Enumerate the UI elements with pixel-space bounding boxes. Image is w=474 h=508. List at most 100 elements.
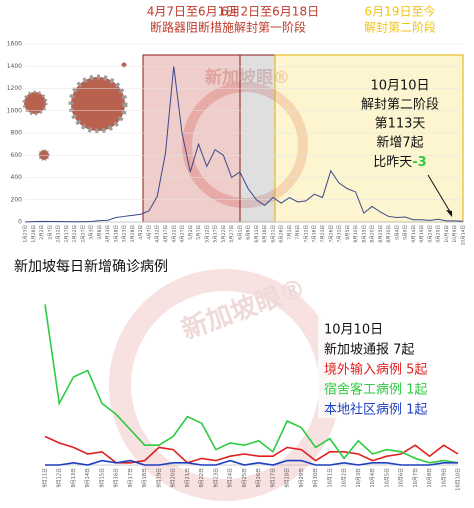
- x-tick-label: 9月24日: [427, 225, 433, 243]
- x-tick-label: 9月22日: [199, 468, 205, 488]
- x-tick-label: 10月4日: [444, 225, 450, 243]
- x-tick-label: 10月14日: [461, 225, 467, 245]
- x-tick-label: 7月16日: [312, 225, 318, 243]
- x-tick-label: 7月26日: [328, 225, 334, 243]
- y-tick-label: 200: [11, 196, 23, 203]
- legend-entry: 本地社区病例 1起: [324, 402, 427, 418]
- x-tick-label: 10月7日: [413, 468, 419, 488]
- x-tick-label: 3月23日: [122, 225, 128, 243]
- annotation-text: 解封第二阶段: [361, 98, 439, 113]
- annotation-text: 新加坡通报 7起: [324, 342, 414, 358]
- annotation-arrowhead: [446, 210, 452, 217]
- x-tick-label: 7月31日: [337, 225, 343, 243]
- delta-value: -3: [412, 155, 426, 170]
- x-tick-label: 9月13日: [71, 468, 77, 488]
- data-line: [24, 66, 464, 223]
- x-tick-label: 3月8日: [97, 225, 103, 240]
- data-line: [44, 435, 459, 464]
- x-tick-label: 6月11日: [254, 225, 260, 243]
- x-tick-label: 3月18日: [113, 225, 119, 243]
- x-tick-label: 10月9日: [452, 225, 458, 243]
- x-tick-label: 4月22日: [171, 225, 177, 243]
- bottom-chart: 新加坡每日新增确诊病例 9月11日 9月12日 9月13日 9月14日 9月15日 9月16…: [14, 259, 462, 491]
- annotation-box: [318, 318, 454, 418]
- x-tick-label: 5月7日: [196, 225, 202, 240]
- x-tick-label: 10月4日: [370, 468, 376, 488]
- x-tick-label: 9月14日: [411, 225, 417, 243]
- x-tick-label: 9月27日: [270, 468, 276, 488]
- x-tick-label: 9月25日: [242, 468, 248, 488]
- x-tick-label: 8月10日: [353, 225, 359, 243]
- x-tick-label: 3月3日: [89, 225, 95, 240]
- x-tick-label: 8月15日: [361, 225, 367, 243]
- x-tick-label: 5月2日: [188, 225, 194, 240]
- x-tick-label: 2月7日: [47, 225, 53, 240]
- x-tick-label: 10月8日: [427, 468, 433, 488]
- x-tick-label: 6月16日: [262, 225, 268, 243]
- x-tick-label: 9月4日: [394, 225, 400, 240]
- x-tick-label: 10月2日: [342, 468, 348, 488]
- x-tick-label: 9月21日: [185, 468, 191, 488]
- phase-label: 6月19日至今: [365, 4, 436, 19]
- x-tick-label: 9月14日: [85, 468, 91, 488]
- y-tick-label: 1600: [7, 41, 22, 48]
- x-tick-label: 2月17日: [64, 225, 70, 243]
- x-tick-label: 7月1日: [287, 225, 293, 240]
- x-tick-label: 9月26日: [256, 468, 262, 488]
- phase-region: [274, 54, 464, 223]
- x-tick-label: 2月27日: [80, 225, 86, 243]
- y-tick-label: 0: [18, 219, 22, 226]
- annotation-text: 比昨天-3: [373, 155, 426, 170]
- phase-label: 解封第二阶段: [364, 20, 436, 35]
- watermark: 新加坡眼®: [205, 67, 290, 88]
- x-tick-label: 2月2日: [39, 225, 45, 240]
- x-tick-label: 9月12日: [57, 468, 63, 488]
- x-tick-label: 10月5日: [384, 468, 390, 488]
- x-tick-label: 7月11日: [303, 225, 309, 243]
- chart-title: 新加坡每日新增确诊病例: [14, 259, 168, 275]
- x-tick-label: 3月13日: [105, 225, 111, 243]
- annotation-text: 新增7起: [376, 135, 423, 151]
- annotation-arrow: [427, 174, 453, 216]
- phase-region: [239, 54, 276, 223]
- legend-entry: 境外输入病例 5起: [324, 362, 427, 378]
- phase-label: 6月2日至6月18日: [221, 5, 319, 19]
- x-tick-label: 3月28日: [130, 225, 136, 243]
- x-tick-label: 9月24日: [228, 468, 234, 488]
- x-tick-label: 6月1日: [237, 225, 243, 240]
- delta-label: 比昨天: [373, 155, 412, 170]
- x-tick-label: 10月10日: [456, 468, 462, 491]
- x-tick-label: 4月17日: [163, 225, 169, 243]
- x-tick-label: 5月27日: [229, 225, 235, 243]
- x-tick-label: 9月19日: [156, 468, 162, 488]
- x-tick-label: 1月23日: [23, 225, 29, 243]
- x-tick-label: 7月21日: [320, 225, 326, 243]
- annotation-text: 第113天: [375, 117, 426, 132]
- x-tick-label: 9月11日: [43, 468, 49, 488]
- x-tick-label: 7月6日: [295, 225, 301, 240]
- phase-label: 解封第一阶段: [234, 20, 306, 35]
- x-tick-label: 9月19日: [419, 225, 425, 243]
- virus-decoration: [22, 62, 128, 161]
- y-tick-label: 1200: [7, 85, 22, 92]
- x-tick-label: 10月6日: [399, 468, 405, 488]
- x-tick-label: 10月1日: [327, 468, 333, 488]
- x-tick-label: 5月17日: [213, 225, 219, 243]
- annotation-text: 10月10日: [370, 79, 429, 94]
- x-tick-label: 8月30日: [386, 225, 392, 243]
- x-tick-label: 9月28日: [285, 468, 291, 488]
- annotation-text: 10月10日: [324, 323, 383, 338]
- x-tick-label: 9月29日: [436, 225, 442, 243]
- x-tick-label: 9月9日: [403, 225, 409, 240]
- x-tick-label: 4月12日: [155, 225, 161, 243]
- x-tick-label: 1月28日: [31, 225, 37, 243]
- x-tick-label: 8月5日: [345, 225, 351, 240]
- data-line: [45, 459, 458, 466]
- x-tick-label: 6月26日: [279, 225, 285, 243]
- x-tick-label: 9月15日: [99, 468, 105, 488]
- x-tick-label: 4月7日: [146, 225, 152, 240]
- x-tick-label: 6月6日: [246, 225, 252, 240]
